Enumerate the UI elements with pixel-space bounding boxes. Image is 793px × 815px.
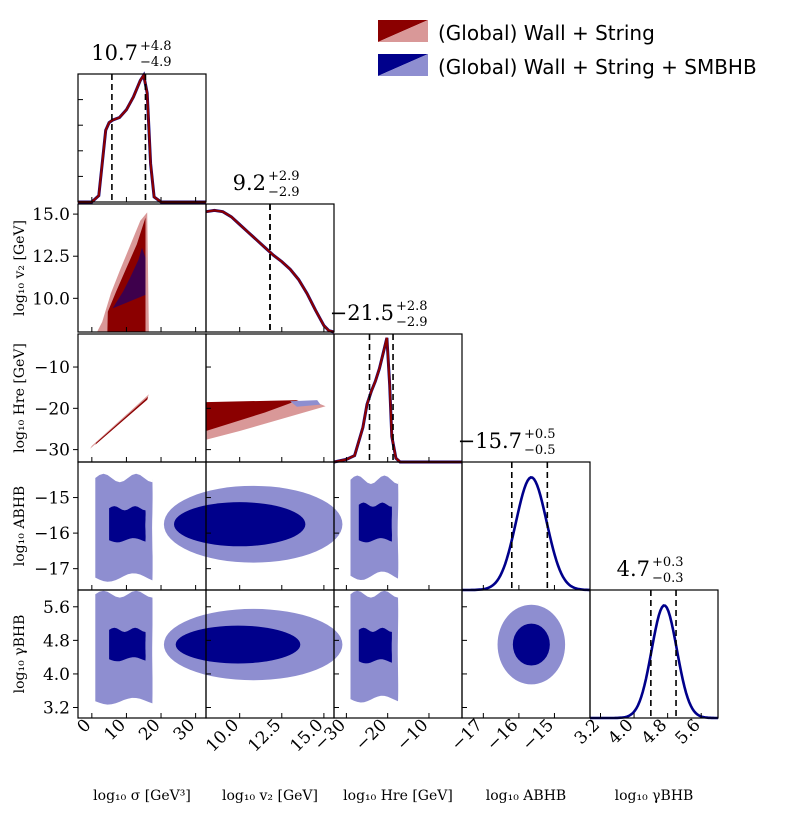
marginal-Hre-red bbox=[333, 337, 462, 464]
legend-label-wall-string-smbhb: (Global) Wall + String + SMBHB bbox=[438, 55, 757, 79]
title-value-Hre: −21.5 bbox=[330, 301, 394, 325]
marginal-sigma-red bbox=[78, 72, 206, 204]
ytick-label-gamma-0: 3.2 bbox=[43, 699, 70, 719]
marginal-v2-red bbox=[205, 209, 335, 334]
xtick-label-gamma-2: 4.8 bbox=[638, 715, 671, 748]
x-axis-label-gamma: log₁₀ γBHB bbox=[615, 788, 694, 804]
y-axis-label-ABHB: log₁₀ ABHB bbox=[12, 486, 28, 566]
title-minus-v2: −2.9 bbox=[268, 185, 300, 200]
panel-frame-Hre-v2 bbox=[205, 333, 335, 463]
marginal-ABHB-blue bbox=[462, 476, 590, 592]
ytick-label-v2-1: 12.5 bbox=[32, 247, 70, 267]
y-axis-label-v2: log₁₀ v₂ [GeV] bbox=[12, 220, 28, 316]
title-plus-gamma: +0.3 bbox=[652, 555, 684, 570]
ytick-label-Hre-2: −10 bbox=[34, 358, 70, 378]
xtick-label-gamma-1: 4.0 bbox=[604, 715, 637, 748]
xtick-label-v2-1: 12.5 bbox=[244, 715, 285, 756]
xtick-label-sigma-2: 20 bbox=[135, 715, 164, 744]
legend-swatch-red-light bbox=[378, 20, 428, 42]
title-minus-Hre: −2.9 bbox=[396, 315, 428, 330]
legend-label-wall-string: (Global) Wall + String bbox=[438, 21, 655, 45]
panel-frame-sigma-sigma bbox=[77, 73, 207, 203]
contour-sigma-v2-blue-hint bbox=[112, 247, 146, 309]
y-axis-label-Hre: log₁₀ Hre [GeV] bbox=[12, 343, 28, 453]
contour-v2-hre-red-inner bbox=[206, 400, 299, 431]
x-axis-label-v2: log₁₀ v₂ [GeV] bbox=[222, 788, 318, 804]
title-plus-v2: +2.9 bbox=[268, 169, 300, 184]
ytick-label-ABHB-1: −16 bbox=[34, 524, 70, 544]
contour-v2-abhb-blue-inner bbox=[174, 502, 306, 547]
x-axis-label-ABHB: log₁₀ ABHB bbox=[486, 788, 566, 804]
ytick-label-gamma-1: 4.0 bbox=[43, 665, 70, 685]
contour-sigma-gamma-blue-inner bbox=[109, 627, 146, 662]
title-minus-gamma: −0.3 bbox=[652, 571, 684, 586]
ytick-label-ABHB-2: −15 bbox=[34, 489, 70, 509]
legend: (Global) Wall + String (Global) Wall + S… bbox=[378, 20, 757, 79]
title-plus-ABHB: +0.5 bbox=[524, 427, 556, 442]
axis-ticks-layer bbox=[73, 99, 702, 718]
x-axis-label-sigma: log₁₀ σ [GeV³] bbox=[93, 788, 191, 804]
xtick-label-sigma-0: 0 bbox=[74, 715, 96, 737]
ytick-label-v2-0: 10.0 bbox=[32, 289, 70, 309]
xtick-label-Hre-1: −20 bbox=[352, 715, 392, 755]
ytick-label-Hre-1: −20 bbox=[34, 399, 70, 419]
marginal-gamma-blue bbox=[590, 604, 718, 720]
contour-abhb-gamma-blue-inner bbox=[512, 623, 550, 666]
legend-entry-wall-string-smbhb: (Global) Wall + String + SMBHB bbox=[378, 54, 757, 79]
marginal-Hre-blue bbox=[333, 337, 462, 464]
y-axis-label-gamma: log₁₀ γBHB bbox=[12, 615, 28, 694]
contour-sigma-abhb-blue-inner bbox=[109, 506, 146, 543]
marginal-sigma-blue bbox=[78, 71, 206, 204]
xtick-label-v2-0: 10.0 bbox=[202, 715, 243, 756]
x-axis-label-Hre: log₁₀ Hre [GeV] bbox=[343, 788, 453, 804]
xtick-label-gamma-0: 3.2 bbox=[571, 715, 604, 748]
contour-v2-hre-blue-edge bbox=[290, 400, 321, 407]
title-value-ABHB: −15.7 bbox=[458, 429, 522, 453]
title-value-v2: 9.2 bbox=[233, 171, 266, 195]
ytick-label-v2-2: 15.0 bbox=[32, 205, 70, 225]
ytick-label-ABHB-0: −17 bbox=[34, 560, 70, 580]
marginal-curves-layer bbox=[78, 71, 718, 720]
contour-hre-gamma-blue-inner bbox=[358, 627, 392, 664]
panel-frame-v2-v2 bbox=[205, 203, 335, 333]
contour-fills-layer bbox=[90, 212, 566, 705]
xtick-label-sigma-1: 10 bbox=[101, 715, 130, 744]
xtick-label-ABHB-0: −17 bbox=[447, 715, 487, 755]
panel-frame-Hre-Hre bbox=[333, 333, 463, 463]
title-minus-ABHB: −0.5 bbox=[524, 443, 556, 458]
title-plus-sigma: +4.8 bbox=[140, 39, 172, 54]
panel-frames-layer bbox=[77, 73, 719, 719]
xtick-label-sigma-3: 30 bbox=[170, 715, 199, 744]
panel-frame-gamma-gamma bbox=[589, 589, 719, 719]
ytick-label-Hre-0: −30 bbox=[34, 441, 70, 461]
xtick-label-Hre-2: −10 bbox=[393, 715, 433, 755]
title-value-gamma: 4.7 bbox=[617, 557, 650, 581]
title-value-sigma: 10.7 bbox=[91, 41, 138, 65]
title-plus-Hre: +2.8 bbox=[396, 299, 428, 314]
xtick-label-ABHB-1: −16 bbox=[483, 715, 523, 755]
xtick-label-ABHB-2: −15 bbox=[518, 715, 558, 755]
contour-hre-abhb-blue-inner bbox=[358, 502, 392, 543]
ytick-label-gamma-2: 4.8 bbox=[43, 631, 70, 651]
contour-v2-gamma-blue-inner bbox=[175, 625, 301, 664]
legend-entry-wall-string: (Global) Wall + String bbox=[378, 20, 655, 45]
ytick-label-gamma-3: 5.6 bbox=[43, 598, 70, 618]
xtick-label-gamma-3: 5.6 bbox=[671, 715, 704, 748]
title-minus-sigma: −4.9 bbox=[140, 55, 172, 70]
contour-sigma-hre-red-inner bbox=[95, 396, 149, 445]
legend-swatch-blue-light bbox=[378, 54, 428, 76]
